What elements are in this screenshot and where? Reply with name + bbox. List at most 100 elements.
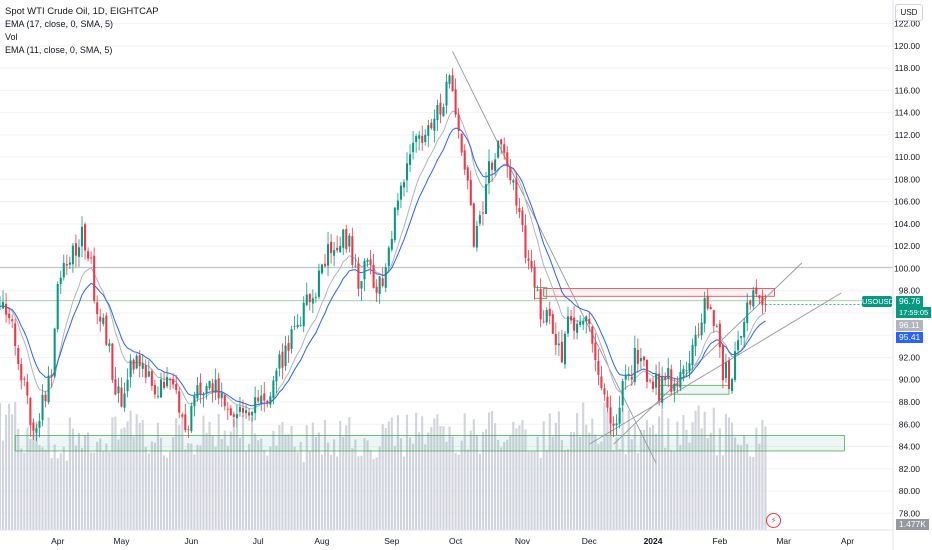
candle-body [642,356,645,361]
candle-body [743,321,746,338]
volume-bar [41,447,44,530]
candle-body [387,247,390,267]
legend-ema-17[interactable]: EMA (17, close, 0, SMA, 5) [5,19,114,29]
candle [317,263,320,300]
candle-body [153,385,156,395]
candle-body [560,341,563,363]
volume-bar [32,431,35,530]
volume-bar [682,415,685,530]
candle [454,78,457,118]
volume-bar [144,447,147,530]
volume-bar [217,413,220,530]
candle-body [369,259,372,265]
candle [463,144,466,176]
candle-body [588,318,591,324]
candle [102,313,105,327]
candle-body [147,371,150,377]
candle-body [737,340,740,351]
candle [560,330,563,363]
volume-bar [664,447,667,530]
month-label: Jun [184,536,198,546]
candle [539,278,542,328]
month-label: Apr [51,536,64,546]
volume-bar [588,432,591,530]
candle-body [594,342,597,360]
candle [114,367,117,396]
candle-body [655,374,658,388]
volume-bar [172,437,175,530]
candle [603,383,606,401]
candle-body [673,383,676,391]
drawings [0,51,893,464]
candle [566,306,570,337]
candle [591,326,594,353]
candle-body [90,257,93,259]
candle-body [23,378,26,380]
candle [293,315,296,331]
candle [93,247,96,304]
candle [220,382,223,408]
candle-body [41,394,44,421]
candle [290,325,293,354]
candle [746,293,749,332]
candle [691,338,694,370]
candle [667,357,670,388]
candle-body [59,277,62,284]
candle [123,382,126,412]
volume-bar [293,446,296,530]
candle-body [53,328,56,377]
lightning-icon[interactable]: ⚡ [766,513,781,528]
candle [308,293,311,311]
candle [275,367,278,393]
candle [263,382,266,412]
candle [466,165,469,190]
volume-bar [266,455,269,530]
candle [311,289,314,314]
candle [472,202,475,249]
candle-body [65,264,68,266]
legend-ema-11[interactable]: EMA (11, close, 0, SMA, 5) [5,45,113,55]
candle [38,413,41,438]
candle-body [430,122,433,129]
candle [597,349,600,385]
candle-body [308,293,311,303]
candle [609,395,612,435]
volume-bar [554,422,557,530]
candle [68,256,71,269]
candle-body [305,294,308,305]
candle-body [111,343,114,380]
candle [573,305,576,340]
candle-body [354,265,357,267]
legend-title[interactable]: Spot WTI Crude Oil, 1D, EIGHTCAP [5,6,159,17]
month-label: Oct [449,536,463,546]
legend-volume[interactable]: Vol [5,32,18,42]
volume-bar [311,422,314,530]
candle-body [357,263,360,289]
volume-bar [670,450,673,530]
candle-body [44,394,47,402]
candle-body [366,260,369,262]
candle [135,353,138,370]
candle-body [232,414,235,417]
volume-bar [114,416,117,530]
volume-bar [439,426,442,530]
candle [694,325,697,356]
volume-bar [442,426,445,530]
candle [184,403,187,433]
candle [336,235,339,253]
volume-bar [220,439,223,530]
candle [235,404,238,429]
ema-11-line [0,110,766,410]
candle-body [618,407,621,424]
volume-bar [317,432,320,530]
currency-button[interactable]: USD [895,4,923,21]
volume-bar [737,444,740,530]
candle-body [645,359,649,382]
candle-body [132,359,135,370]
volume-bar [624,454,627,530]
candle-body [56,284,59,330]
candle [402,179,406,197]
volume-bar [135,414,138,530]
candle-body [314,296,317,298]
